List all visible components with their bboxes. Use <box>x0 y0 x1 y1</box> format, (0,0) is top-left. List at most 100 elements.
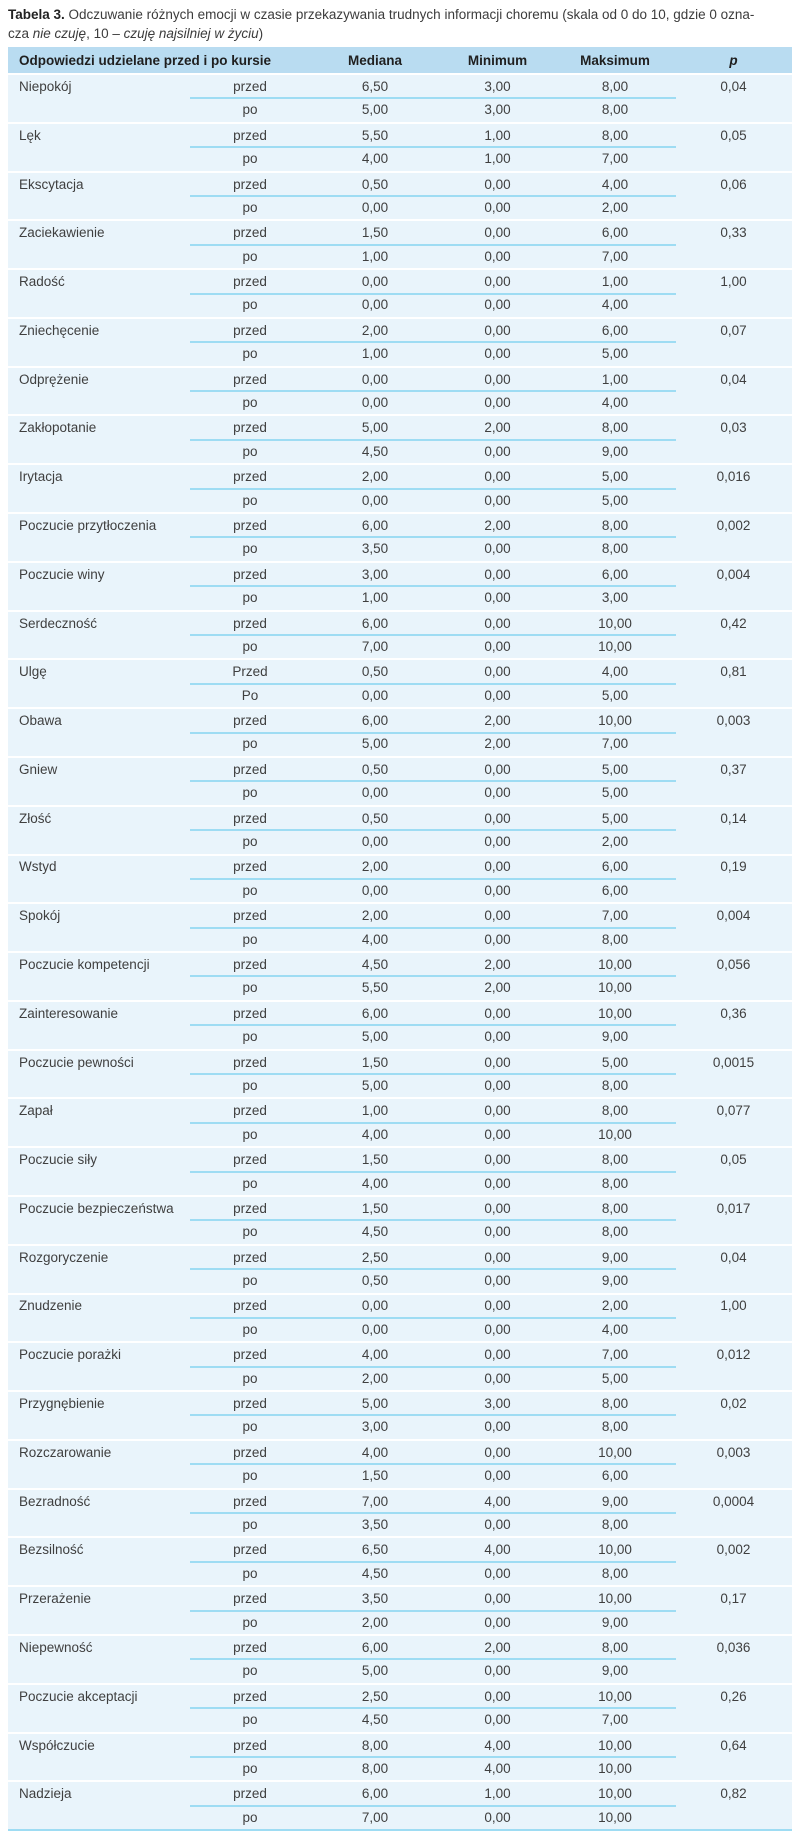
p-value: 1,00 <box>720 274 747 290</box>
maksimum-value: 10,00 <box>598 980 632 996</box>
maksimum-value: 10,00 <box>598 1591 632 1607</box>
minimum-value: 0,00 <box>484 1809 511 1825</box>
maksimum-value: 8,00 <box>601 420 629 436</box>
table-row-przed: Obawa przed 6,00 2,00 10,00 0,003 <box>8 709 792 732</box>
row-divider <box>190 536 676 539</box>
p-value: 0,012 <box>716 1347 751 1363</box>
table-row-po: po 1,50 0,00 6,00 <box>8 1464 792 1487</box>
maksimum-value: 8,00 <box>601 78 629 94</box>
table-row-przed: Znudzenie przed 0,00 0,00 2,00 1,00 <box>8 1295 792 1318</box>
row-divider <box>190 1414 676 1417</box>
p-value: 0,07 <box>720 322 747 338</box>
table-row-przed: Gniew przed 0,50 0,00 5,00 0,37 <box>8 758 792 781</box>
maksimum-value: 1,00 <box>601 274 629 290</box>
mediana-value: 6,00 <box>361 1005 389 1021</box>
maksimum-value: 10,00 <box>598 1688 632 1704</box>
maksimum-value: 8,00 <box>601 1639 629 1655</box>
row-divider <box>190 829 676 832</box>
phase-label: przed <box>233 371 267 387</box>
phase-label: przed <box>233 127 267 143</box>
row-divider <box>190 780 676 783</box>
phase-label: przed <box>233 1444 267 1460</box>
maksimum-value: 8,00 <box>601 1516 629 1532</box>
mediana-value: 2,00 <box>361 908 389 924</box>
maksimum-value: 7,00 <box>601 151 629 167</box>
phase-label: przed <box>233 517 267 533</box>
phase-label: przed <box>233 713 267 729</box>
mediana-value: 6,50 <box>361 1542 389 1558</box>
table-row-po: po 8,00 4,00 10,00 <box>8 1757 792 1780</box>
minimum-value: 0,00 <box>484 1444 511 1460</box>
table-row-przed: Poczucie winy przed 3,00 0,00 6,00 0,004 <box>8 563 792 586</box>
minimum-value: 0,00 <box>484 834 511 850</box>
table-row-po: po 5,50 2,00 10,00 <box>8 976 792 999</box>
phase-label: przed <box>233 1152 267 1168</box>
mediana-value: 1,50 <box>361 1054 389 1070</box>
phase-label: przed <box>233 274 267 290</box>
phase-label: po <box>242 1468 258 1484</box>
p-value: 0,0015 <box>712 1054 755 1070</box>
table-row-po: po 5,00 0,00 9,00 <box>8 1659 792 1682</box>
table-row-przed: Zaciekawienie przed 1,50 0,00 6,00 0,33 <box>8 221 792 244</box>
row-divider <box>190 1219 676 1222</box>
mediana-value: 0,00 <box>361 1298 389 1314</box>
table-row-przed: Radość przed 0,00 0,00 1,00 1,00 <box>8 270 792 293</box>
table-row-przed: Współczucie przed 8,00 4,00 10,00 0,64 <box>8 1734 792 1757</box>
mediana-value: 1,00 <box>361 1103 389 1119</box>
mediana-value: 6,50 <box>361 78 389 94</box>
p-value: 0,06 <box>720 176 747 192</box>
p-value: 0,0004 <box>712 1493 755 1509</box>
phase-label: po <box>242 1760 258 1776</box>
maksimum-value: 5,00 <box>601 761 629 777</box>
maksimum-value: 9,00 <box>601 1493 629 1509</box>
phase-label: po <box>242 1273 258 1289</box>
p-value: 0,056 <box>716 957 751 972</box>
mediana-value: 7,00 <box>361 1493 389 1509</box>
table-row-przed: Poczucie kompetencji przed 4,50 2,00 10,… <box>8 953 792 976</box>
p-value: 0,017 <box>716 1200 751 1216</box>
row-divider <box>190 1707 676 1710</box>
maksimum-value: 9,00 <box>601 1249 629 1265</box>
p-value: 0,82 <box>720 1786 747 1802</box>
phase-label: po <box>242 1712 258 1728</box>
maksimum-value: 8,00 <box>601 1419 629 1435</box>
minimum-value: 0,00 <box>484 687 511 703</box>
phase-label: po <box>242 980 258 996</box>
p-value: 0,64 <box>720 1737 747 1753</box>
phase-label: przed <box>233 908 267 924</box>
row-divider <box>190 731 676 734</box>
mediana-value: 1,50 <box>361 1152 389 1168</box>
row-divider <box>190 1121 676 1124</box>
minimum-value: 0,00 <box>484 371 511 387</box>
table-title: Tabela 3. Odczuwanie różnych emocji w cz… <box>8 7 755 41</box>
emotion-label: Lęk <box>19 127 41 143</box>
mediana-value: 5,50 <box>361 127 389 143</box>
phase-label: po <box>242 1175 258 1191</box>
maksimum-value: 6,00 <box>601 1468 629 1484</box>
emotion-label: Nadzieja <box>19 1786 72 1802</box>
maksimum-value: 8,00 <box>601 517 629 533</box>
mediana-value: 1,00 <box>361 248 389 264</box>
phase-label: przed <box>233 1639 267 1655</box>
emotion-label: Ekscytacja <box>19 176 84 192</box>
table-row-przed: Poczucie siły przed 1,50 0,00 8,00 0,05 <box>8 1148 792 1171</box>
minimum-value: 0,00 <box>484 1224 511 1240</box>
phase-label: przed <box>233 420 267 436</box>
minimum-value: 0,00 <box>484 469 511 485</box>
minimum-value: 0,00 <box>484 1347 511 1363</box>
row-divider <box>190 1609 676 1612</box>
maksimum-value: 1,00 <box>601 371 629 387</box>
p-value: 0,81 <box>720 664 747 680</box>
mediana-value: 4,00 <box>361 151 389 167</box>
emotion-label: Rozgoryczenie <box>19 1249 109 1265</box>
emotion-group: Spokój przed 2,00 0,00 7,00 0,004 po 4,0… <box>8 904 792 954</box>
minimum-value: 0,00 <box>484 541 511 557</box>
emotion-group: Poczucie akceptacji przed 2,50 0,00 10,0… <box>8 1684 792 1734</box>
table-row-przed: Bezsilność przed 6,50 4,00 10,00 0,002 <box>8 1538 792 1561</box>
minimum-value: 0,00 <box>484 1126 511 1142</box>
emotion-group: Odprężenie przed 0,00 0,00 1,00 0,04 po … <box>8 367 792 417</box>
emotion-label: Gniew <box>19 761 58 777</box>
emotion-group: Bezradność przed 7,00 4,00 9,00 0,0004 p… <box>8 1489 792 1539</box>
maksimum-value: 8,00 <box>601 102 629 118</box>
